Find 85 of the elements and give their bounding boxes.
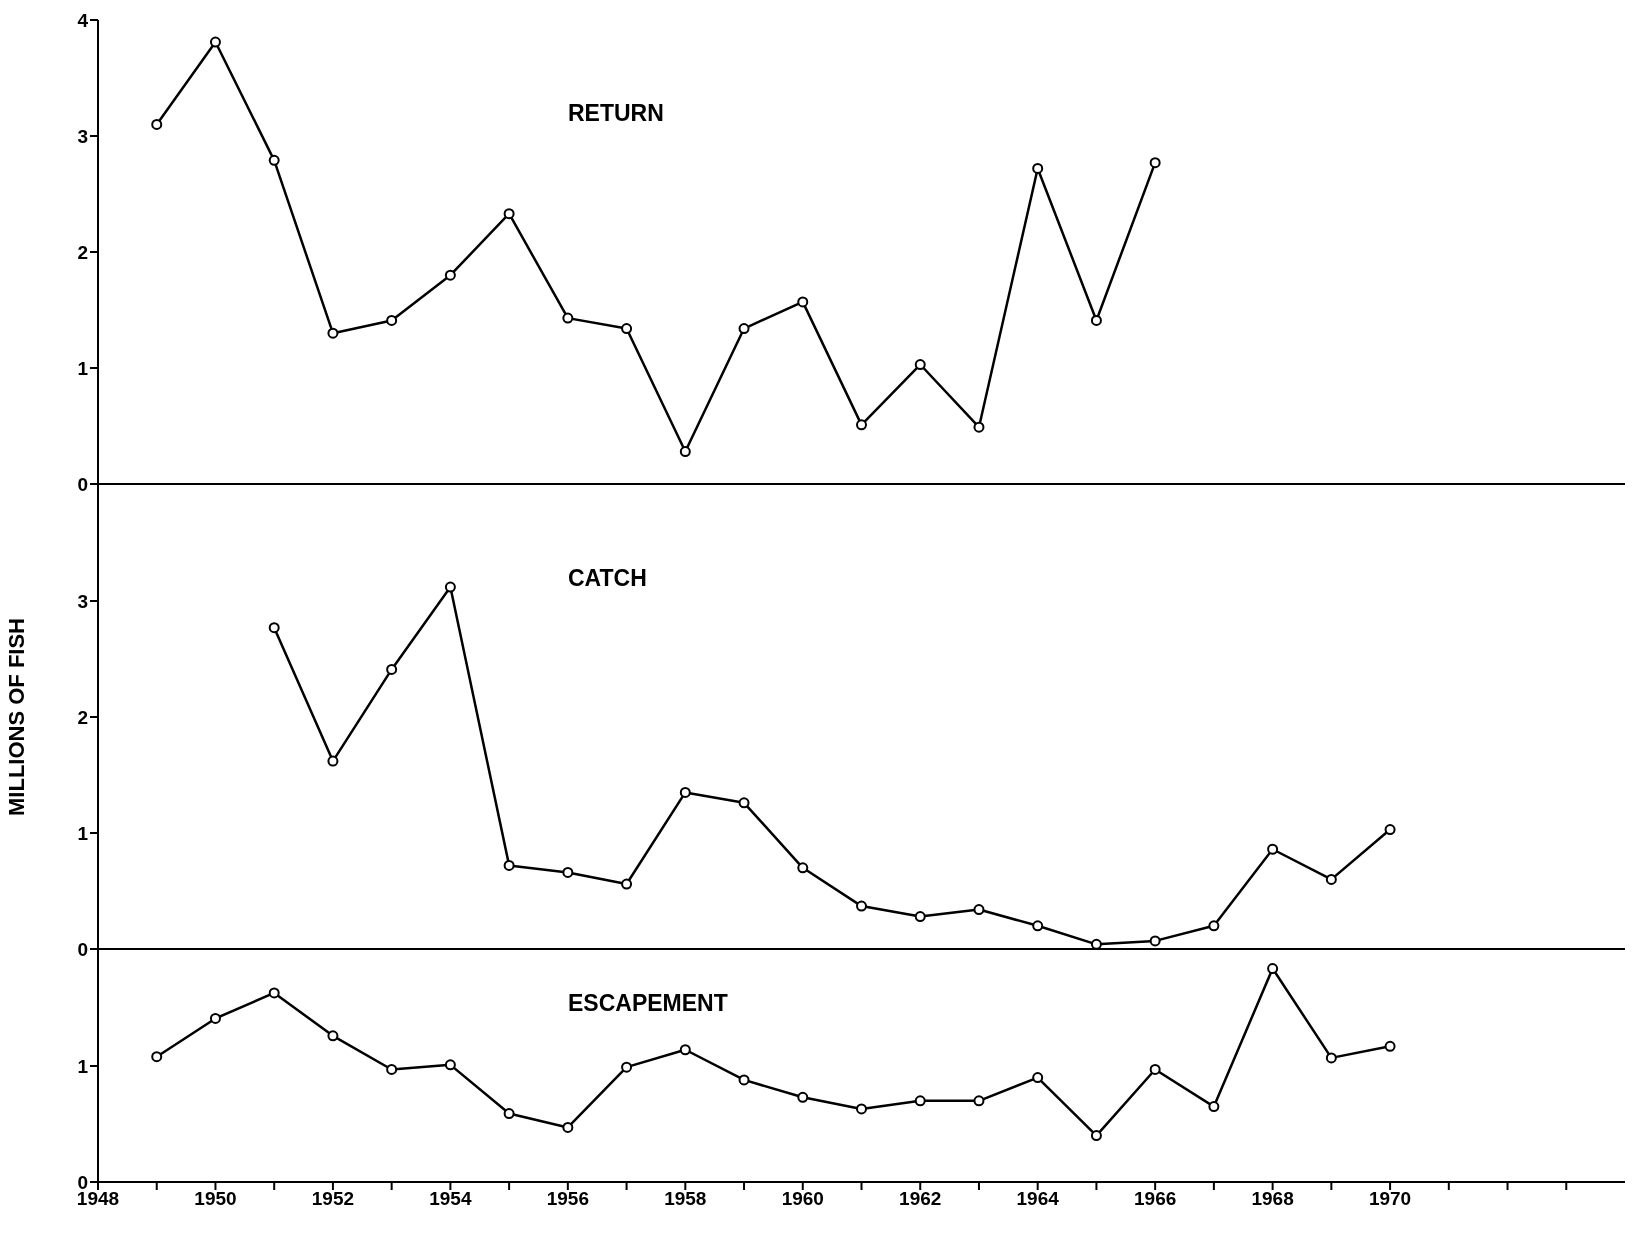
point: [1032, 1072, 1044, 1084]
point: [797, 862, 809, 874]
point: [1032, 162, 1044, 174]
point: [151, 118, 163, 130]
y-tick-label: 0: [77, 473, 88, 495]
point: [209, 36, 221, 48]
point: [562, 312, 574, 324]
point: [386, 663, 398, 675]
point: [679, 446, 691, 458]
point: [1149, 1063, 1161, 1075]
x-tick-label: 1954: [429, 1188, 472, 1210]
point: [914, 1095, 926, 1107]
point: [1090, 938, 1102, 949]
point: [1267, 963, 1279, 975]
x-tick-label: 1970: [1368, 1188, 1412, 1210]
x-tick-label: 1950: [194, 1188, 237, 1210]
point: [562, 1121, 574, 1133]
point: [621, 1061, 633, 1073]
y-axis-title: MILLIONS OF FISH: [3, 618, 29, 816]
point: [386, 1063, 398, 1075]
y-tick-label: 2: [77, 706, 88, 728]
point: [1149, 935, 1161, 947]
point: [621, 878, 633, 890]
point: [738, 797, 750, 809]
point: [327, 1030, 339, 1042]
x-tick-label: 1958: [664, 1188, 707, 1210]
point: [209, 1012, 221, 1024]
annotation: ESCAPEMENT: [568, 990, 728, 1017]
point: [268, 622, 280, 634]
point: [1325, 873, 1337, 885]
annotation: CATCH: [568, 565, 647, 592]
point: [1090, 314, 1102, 326]
point: [797, 1091, 809, 1103]
point: [1149, 157, 1161, 169]
point: [973, 421, 985, 433]
point: [973, 904, 985, 916]
point: [797, 296, 809, 308]
x-tick-label: 1956: [546, 1188, 589, 1210]
point: [914, 911, 926, 923]
point: [1267, 843, 1279, 855]
x-tick-label: 1966: [1134, 1188, 1177, 1210]
point: [738, 323, 750, 335]
point: [914, 359, 926, 371]
point: [268, 987, 280, 999]
x-tick-label: 1960: [781, 1188, 824, 1210]
point: [268, 154, 280, 166]
point: [444, 581, 456, 593]
y-tick-label: 1: [77, 357, 89, 379]
x-tick-label: 1952: [311, 1188, 355, 1210]
point: [856, 900, 867, 912]
annotation: RETURN: [568, 100, 664, 127]
y-tick-label: 3: [77, 125, 88, 147]
point: [386, 314, 398, 326]
point: [1208, 920, 1220, 932]
point: [327, 327, 339, 339]
point: [1032, 920, 1044, 932]
point: [621, 323, 633, 335]
point: [856, 419, 867, 431]
point: [1384, 1040, 1396, 1052]
x-tick-label: 1962: [899, 1188, 942, 1210]
point: [1208, 1101, 1220, 1113]
point: [973, 1095, 985, 1107]
point: [856, 1103, 867, 1115]
point: [679, 786, 691, 798]
point: [503, 208, 515, 220]
point: [503, 1108, 515, 1120]
point: [1325, 1052, 1337, 1064]
x-tick-label: 1968: [1251, 1188, 1294, 1210]
y-tick-label: 4: [77, 9, 89, 31]
y-tick-label: 1: [77, 1055, 89, 1077]
y-tick-label: 3: [77, 590, 88, 612]
point: [327, 755, 339, 767]
point: [679, 1044, 691, 1056]
y-tick-label: 0: [77, 938, 88, 960]
point: [1090, 1130, 1102, 1142]
point: [444, 1059, 456, 1071]
point: [151, 1051, 163, 1063]
point: [444, 269, 456, 281]
y-tick-label: 2: [77, 241, 88, 263]
x-tick-label: 1964: [1016, 1188, 1060, 1210]
point: [503, 859, 515, 871]
y-tick-label: 1: [77, 822, 89, 844]
point: [1384, 824, 1396, 836]
point: [562, 866, 574, 878]
point: [738, 1074, 750, 1086]
